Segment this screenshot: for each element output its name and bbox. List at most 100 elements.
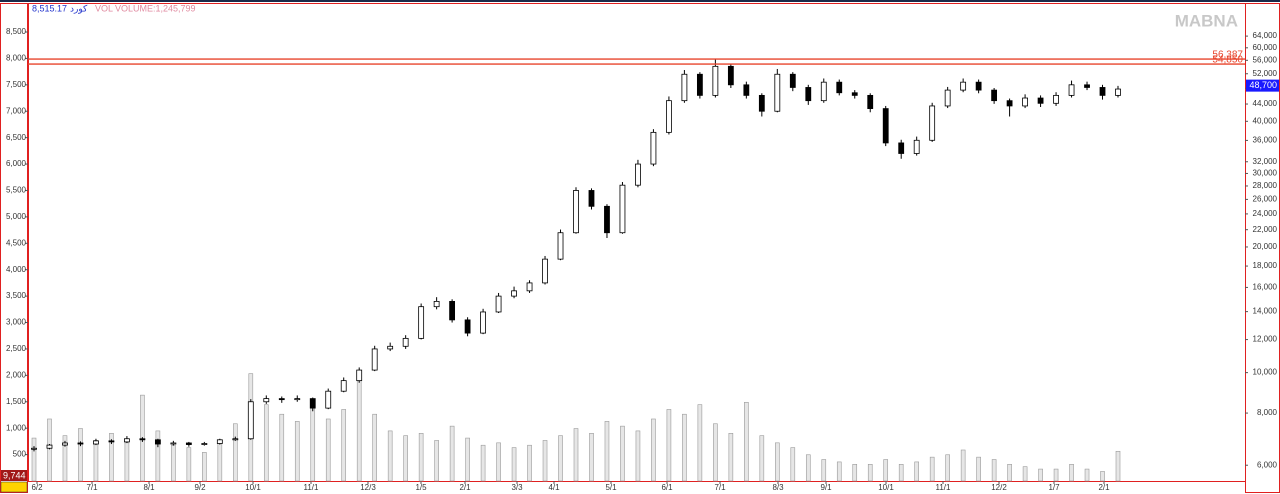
volume-bar bbox=[805, 454, 811, 482]
volume-bar bbox=[1038, 468, 1043, 482]
candle-body bbox=[387, 345, 394, 350]
volume-bar bbox=[1007, 464, 1012, 482]
candle-body bbox=[278, 398, 285, 401]
x-tick-label: 2/1 bbox=[459, 483, 471, 492]
candle-body bbox=[867, 94, 874, 109]
y2-tick-label: 64,000 bbox=[1253, 31, 1278, 40]
y2-tick-label: 26,000 bbox=[1253, 195, 1278, 204]
volume-bar bbox=[186, 447, 192, 482]
candle-body bbox=[944, 89, 951, 107]
candle-body bbox=[743, 84, 750, 96]
volume-bar bbox=[372, 413, 377, 482]
x-tick-label: 1/7 bbox=[1048, 483, 1060, 492]
level-label: 56,387 bbox=[1212, 50, 1243, 61]
candle-body bbox=[805, 87, 812, 102]
corner-label: 9,744 bbox=[3, 470, 26, 480]
y2-tick-label: 14,000 bbox=[1253, 307, 1278, 316]
x-tick-label: 11/1 bbox=[936, 483, 952, 492]
volume-bar bbox=[558, 435, 563, 482]
volume-bar bbox=[434, 440, 439, 482]
candle-body bbox=[124, 438, 130, 443]
volume-bar bbox=[759, 435, 765, 482]
candle-body bbox=[185, 442, 192, 445]
candle-body bbox=[170, 442, 177, 445]
x-tick-label: 12/3 bbox=[360, 483, 376, 492]
candle-body bbox=[1084, 84, 1090, 88]
volume-bar bbox=[449, 425, 455, 482]
volume-bar bbox=[620, 425, 625, 482]
volume-bar bbox=[233, 423, 238, 482]
x-tick-label: 11/1 bbox=[304, 483, 320, 492]
volume-bar bbox=[465, 437, 470, 482]
volume-bar bbox=[867, 464, 873, 482]
y-tick-label: 8,000 bbox=[6, 54, 27, 63]
candle-body bbox=[851, 92, 858, 96]
volume-bar bbox=[960, 449, 966, 482]
candle-body bbox=[216, 439, 223, 444]
candle-body bbox=[758, 94, 765, 112]
y2-tick-label: 52,000 bbox=[1253, 69, 1278, 78]
header-symbol: کورد bbox=[70, 3, 88, 14]
candle-body bbox=[696, 73, 703, 96]
y2-tick-label: 40,000 bbox=[1253, 116, 1278, 125]
volume-bar bbox=[589, 432, 594, 482]
candle-body bbox=[464, 319, 471, 334]
volume-bar bbox=[294, 421, 300, 482]
candle-body bbox=[542, 258, 548, 284]
volume-bar bbox=[62, 435, 68, 482]
candle-body bbox=[588, 190, 595, 207]
y2-tick-label: 12,000 bbox=[1253, 335, 1278, 344]
candle-body bbox=[511, 290, 517, 297]
watermark: MABNA bbox=[1175, 11, 1238, 30]
y-tick-label: 4,500 bbox=[6, 238, 27, 247]
corner-box bbox=[1, 470, 27, 481]
candle-body bbox=[1053, 94, 1059, 104]
y2-tick-label: 16,000 bbox=[1253, 283, 1278, 292]
volume-bar bbox=[109, 432, 114, 482]
volume-bar bbox=[852, 464, 858, 482]
volume-bar bbox=[171, 444, 176, 482]
y-tick-label: 4,000 bbox=[6, 265, 27, 274]
x-tick-label: 7/1 bbox=[86, 483, 98, 492]
y-tick-label: 5,000 bbox=[6, 212, 27, 221]
candle-body bbox=[975, 81, 982, 91]
candle-body bbox=[650, 131, 657, 165]
y-tick-label: 8,500 bbox=[6, 27, 27, 36]
candle-body bbox=[480, 311, 486, 334]
x-tick-label: 1/5 bbox=[415, 483, 427, 492]
y2-tick-label: 28,000 bbox=[1253, 181, 1278, 190]
volume-bar bbox=[480, 444, 486, 482]
volume-bar bbox=[666, 409, 672, 482]
volume-bar bbox=[31, 437, 37, 482]
volume-bar bbox=[1022, 466, 1028, 482]
candle-body bbox=[77, 442, 84, 445]
candle-body bbox=[604, 205, 610, 234]
x-tick-label: 6/2 bbox=[31, 483, 43, 492]
candle-body bbox=[991, 89, 998, 102]
candle-body bbox=[1006, 100, 1013, 107]
volume-bar bbox=[635, 430, 641, 482]
volume-bar bbox=[1069, 464, 1074, 482]
x-tick-label: 12/2 bbox=[991, 483, 1007, 492]
candle-body bbox=[1099, 87, 1106, 96]
volume-bar bbox=[124, 442, 130, 482]
volume-bar bbox=[604, 421, 610, 482]
candle-body bbox=[139, 438, 146, 441]
candle-body bbox=[681, 73, 688, 102]
candle-body bbox=[960, 81, 967, 91]
x-tick-label: 8/1 bbox=[143, 483, 155, 492]
candle-body bbox=[619, 184, 626, 234]
volume-bar bbox=[496, 442, 501, 482]
y2-tick-label: 56,000 bbox=[1253, 55, 1278, 64]
volume-bar bbox=[836, 461, 842, 482]
y2-tick-label: 44,000 bbox=[1253, 99, 1278, 108]
candle-body bbox=[263, 398, 270, 403]
left-panel-border bbox=[0, 3, 28, 493]
candle-body bbox=[356, 369, 363, 382]
volume-bar bbox=[387, 430, 393, 482]
last-price-label: 48,700 bbox=[1249, 80, 1277, 90]
candle-body bbox=[433, 300, 440, 308]
candle-body bbox=[294, 398, 301, 401]
candle-body bbox=[1115, 88, 1121, 96]
